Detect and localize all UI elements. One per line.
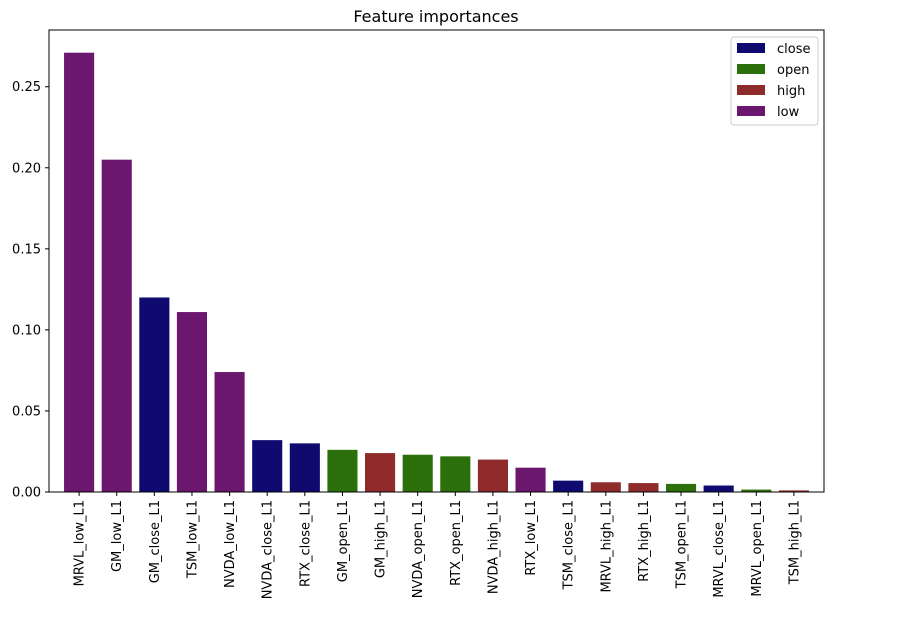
bar-gm-low-l1	[101, 159, 132, 492]
bar-tsm-high-l1	[778, 490, 809, 492]
y-tick-label: 0.25	[12, 80, 41, 95]
legend-swatch-low	[737, 106, 765, 116]
x-tick-label: RTX_open_L1	[449, 500, 464, 586]
y-tick-label: 0.15	[12, 242, 41, 257]
legend-swatch-close	[737, 43, 765, 53]
x-tick-label: TSM_high_L1	[787, 500, 802, 585]
bar-nvda-high-l1	[477, 459, 508, 492]
x-tick-label: GM_close_L1	[148, 500, 163, 583]
x-tick-label: RTX_close_L1	[298, 500, 313, 587]
x-tick-label: NVDA_high_L1	[486, 500, 501, 594]
bar-tsm-close-l1	[553, 480, 584, 492]
x-tick-label: GM_low_L1	[110, 500, 125, 572]
legend-box	[730, 36, 819, 126]
bar-tsm-low-l1	[176, 312, 208, 492]
bar-gm-high-l1	[365, 453, 396, 492]
x-tick-label: TSM_close_L1	[562, 500, 577, 590]
x-tick-label: TSM_low_L1	[185, 500, 200, 579]
bar-mrvl-low-l1	[64, 52, 95, 492]
chart-title: Feature importances	[353, 7, 518, 26]
bar-nvda-close-l1	[252, 440, 283, 492]
x-tick-label: NVDA_close_L1	[261, 500, 276, 599]
bar-rtx-high-l1	[628, 483, 659, 492]
legend-swatch-open	[737, 64, 765, 74]
bar-mrvl-open-l1	[741, 489, 772, 492]
bar-mrvl-close-l1	[703, 485, 734, 492]
legend-swatch-high	[737, 85, 765, 95]
y-tick-label: 0.10	[12, 323, 41, 338]
x-tick-label: MRVL_open_L1	[750, 500, 765, 597]
legend-label-low: low	[777, 105, 800, 120]
bars-layer	[64, 52, 809, 492]
y-tick-label: 0.00	[12, 486, 41, 501]
x-tick-label: GM_high_L1	[374, 500, 389, 578]
bar-rtx-close-l1	[289, 443, 320, 492]
x-axis: MRVL_low_L1 GM_low_L1 GM_close_L1 TSM_low_L…	[73, 492, 802, 599]
plot-frame	[48, 29, 825, 493]
x-tick-label: TSM_open_L1	[675, 500, 690, 589]
legend: close open high low	[730, 36, 819, 126]
x-tick-label: MRVL_low_L1	[73, 500, 88, 586]
x-tick-label: NVDA_low_L1	[223, 500, 238, 588]
legend-label-open: open	[777, 63, 809, 78]
x-tick-label: RTX_high_L1	[637, 500, 652, 582]
bar-rtx-low-l1	[515, 467, 546, 492]
x-tick-label: GM_open_L1	[336, 500, 351, 582]
bar-gm-close-l1	[139, 297, 170, 492]
bar-tsm-open-l1	[665, 483, 697, 492]
x-tick-label: RTX_low_L1	[524, 500, 539, 576]
x-tick-label: NVDA_open_L1	[411, 500, 426, 598]
bar-rtx-open-l1	[440, 456, 471, 492]
bar-nvda-open-l1	[402, 454, 433, 492]
bar-gm-open-l1	[327, 449, 358, 492]
y-axis: 0.00 0.05 0.10 0.15 0.20 0.25	[12, 80, 49, 501]
legend-label-close: close	[777, 42, 810, 57]
x-tick-label: MRVL_close_L1	[712, 500, 727, 598]
legend-label-high: high	[777, 84, 805, 99]
y-tick-label: 0.20	[12, 161, 41, 176]
y-tick-label: 0.05	[12, 404, 41, 419]
x-tick-label: MRVL_high_L1	[599, 500, 614, 593]
bar-nvda-low-l1	[214, 372, 245, 492]
bar-mrvl-high-l1	[590, 482, 621, 492]
